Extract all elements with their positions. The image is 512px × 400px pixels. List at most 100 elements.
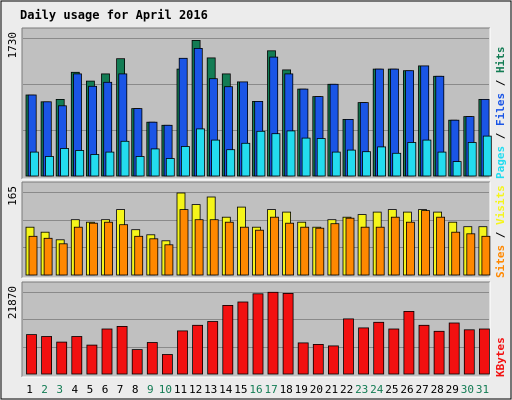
bar-pages-31 [482,135,492,177]
bar-sites-7 [119,224,128,276]
bar-kbytes-14 [222,304,234,375]
bar-pages-14 [226,149,236,177]
bar-kbytes-9 [146,342,158,375]
bar-pages-1 [29,151,39,177]
bar-pages-29 [452,161,462,177]
bar-kbytes-5 [86,344,98,375]
day-label-1: 1 [26,383,33,396]
day-label-30: 30 [461,383,474,396]
day-label-29: 29 [446,383,459,396]
sites-visits-ymax-label: 165 [6,186,19,206]
bar-sites-23 [360,226,370,276]
sites-visits-legend: Sites / Visits [494,185,507,278]
bar-pages-23 [362,151,371,177]
day-label-31: 31 [476,383,489,396]
bar-pages-7 [120,140,130,177]
bar-sites-2 [43,237,53,276]
legend-pages: Pages [494,146,507,179]
bar-pages-24 [377,146,387,177]
bar-sites-16 [255,229,264,276]
bar-sites-13 [209,219,219,276]
bar-sites-31 [481,235,491,276]
bar-pages-25 [392,152,402,177]
legend-visits: Visits [494,185,507,225]
day-label-19: 19 [295,383,308,396]
bar-sites-12 [194,219,204,276]
day-label-15: 15 [234,383,247,396]
bar-kbytes-21 [327,345,339,375]
bar-sites-26 [405,221,415,276]
bar-sites-19 [300,226,310,276]
bar-sites-28 [436,216,446,276]
bar-kbytes-28 [433,330,445,375]
bar-kbytes-31 [478,328,490,375]
bar-sites-14 [224,221,234,276]
legend-hits: Hits [494,47,507,74]
bar-sites-24 [375,226,385,276]
day-label-16: 16 [249,383,262,396]
bar-kbytes-15 [237,301,249,375]
kbytes-group: 21870 KBytes [6,281,507,378]
bar-pages-13 [211,139,221,177]
bar-sites-30 [466,233,476,276]
bar-pages-20 [316,138,326,177]
bar-kbytes-4 [71,336,83,375]
panels: 1730 Pages / Files / Hits 165 Sites / Visit… [6,27,507,378]
day-label-26: 26 [400,383,413,396]
day-label-10: 10 [159,383,172,396]
day-label-27: 27 [415,383,428,396]
bar-kbytes-30 [463,329,475,375]
day-label-28: 28 [431,383,444,396]
bar-kbytes-3 [56,341,68,375]
legend-separator: / [494,126,507,146]
bar-kbytes-6 [101,328,113,375]
bar-pages-5 [90,154,100,177]
bar-pages-9 [150,148,160,177]
bar-sites-21 [330,223,340,276]
hits-files-pages-legend: Pages / Files / Hits [494,47,507,180]
day-label-7: 7 [117,383,124,396]
bar-kbytes-2 [41,336,52,375]
legend-separator: / [494,225,507,245]
bar-pages-8 [135,156,145,177]
bar-kbytes-17 [267,291,279,375]
day-label-24: 24 [370,383,384,396]
bar-pages-27 [422,139,432,177]
bar-pages-19 [301,137,311,177]
bar-pages-3 [60,148,69,177]
bar-kbytes-12 [192,324,204,375]
bar-sites-22 [345,217,355,276]
bar-kbytes-7 [116,325,128,375]
day-label-9: 9 [147,383,154,396]
bar-pages-17 [271,133,281,177]
bar-sites-5 [89,222,98,276]
bar-sites-15 [239,226,249,276]
kbytes-legend: KBytes [494,337,507,377]
bar-kbytes-10 [161,354,173,375]
bar-kbytes-19 [297,342,309,375]
sites-visits-group: 165 Sites / Visits [6,181,507,279]
bar-sites-8 [134,235,144,276]
day-label-21: 21 [325,383,338,396]
day-label-12: 12 [189,383,202,396]
bar-kbytes-29 [448,322,460,375]
bar-sites-17 [270,216,279,276]
day-label-2: 2 [41,383,48,396]
bar-kbytes-20 [312,343,324,375]
bar-kbytes-25 [388,328,400,375]
bar-kbytes-13 [207,321,219,375]
chart-title: Daily usage for April 2016 [20,8,208,22]
day-label-8: 8 [132,383,139,396]
bar-kbytes-23 [358,327,370,375]
legend-separator: / [494,73,507,93]
bar-pages-11 [180,146,190,177]
bar-sites-18 [285,222,295,276]
bar-kbytes-11 [177,330,188,375]
day-label-17: 17 [264,383,277,396]
bar-sites-20 [315,227,325,276]
bar-sites-11 [179,209,189,276]
bar-sites-25 [390,216,400,276]
day-label-14: 14 [219,383,233,396]
bar-kbytes-27 [418,324,430,375]
